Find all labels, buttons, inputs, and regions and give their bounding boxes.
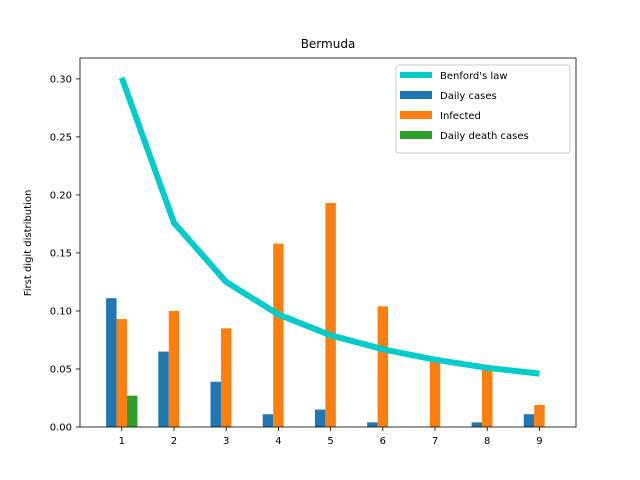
ticks-layer: 1 2 3 4 5 6 7 8 9 0.00 0.05 0.10 0.15 0.20 0.25 0.30: [50, 74, 543, 447]
legend-swatch-infected: [400, 111, 432, 119]
bar-daily-cases-3: [210, 381, 221, 427]
y-tick-label-0.05: 0.05: [50, 364, 72, 375]
legend: Benford's law Daily cases Infected Daily de…: [395, 64, 571, 154]
legend-swatch-daily-cases: [400, 91, 432, 99]
bar-infected-5: [325, 203, 336, 427]
y-tick-label-0.20: 0.20: [50, 190, 72, 201]
benford-line-layer: [118, 76, 540, 377]
bar-infected-7: [429, 357, 441, 427]
bar-infected-8: [482, 368, 493, 427]
x-tick-label-6: 6: [380, 436, 386, 447]
x-tick-label-9: 9: [536, 436, 542, 447]
bar-daily-cases-2: [158, 351, 169, 427]
bars-layer: [106, 203, 545, 427]
bar-daily-cases-1: [106, 298, 117, 427]
y-axis-label: First digit distribution: [23, 190, 34, 297]
y-tick-label-0.25: 0.25: [50, 132, 72, 143]
bar-daily-cases-6: [367, 422, 378, 427]
bar-daily-cases-9: [523, 414, 535, 427]
x-tick-label-4: 4: [275, 436, 281, 447]
legend-label-daily-death-cases: Daily death cases: [440, 131, 529, 142]
x-tick-label-5: 5: [327, 436, 333, 447]
x-tick-label-2: 2: [171, 436, 177, 447]
legend-label-benford-s-law: Benford's law: [440, 71, 508, 82]
bar-infected-4: [273, 243, 284, 427]
legend-swatch-daily-death-cases: [400, 131, 432, 139]
x-tick-label-1: 1: [119, 436, 125, 447]
x-tick-label-3: 3: [223, 436, 229, 447]
legend-label-infected: Infected: [440, 111, 481, 122]
y-tick-label-0.10: 0.10: [50, 306, 72, 317]
bar-infected-2: [168, 310, 180, 427]
bar-daily-cases-5: [314, 409, 326, 427]
x-tick-label-8: 8: [484, 436, 490, 447]
bar-daily-death-cases-1: [126, 395, 138, 427]
bar-daily-cases-8: [471, 422, 483, 427]
y-tick-label-0.00: 0.00: [50, 423, 72, 434]
benford-line: [118, 76, 540, 377]
bar-daily-cases-4: [262, 414, 274, 427]
x-tick-label-7: 7: [432, 436, 438, 447]
chart-title: Bermuda: [301, 37, 356, 51]
legend-label-daily-cases: Daily cases: [440, 91, 497, 102]
bar-infected-3: [220, 328, 232, 427]
y-tick-label-0.15: 0.15: [50, 248, 72, 259]
axes-frame: [79, 57, 577, 428]
legend-box: [395, 64, 571, 154]
bar-infected-6: [377, 306, 389, 427]
bar-infected-1: [116, 319, 127, 427]
bar-infected-9: [534, 404, 545, 427]
y-tick-label-0.30: 0.30: [50, 74, 72, 85]
